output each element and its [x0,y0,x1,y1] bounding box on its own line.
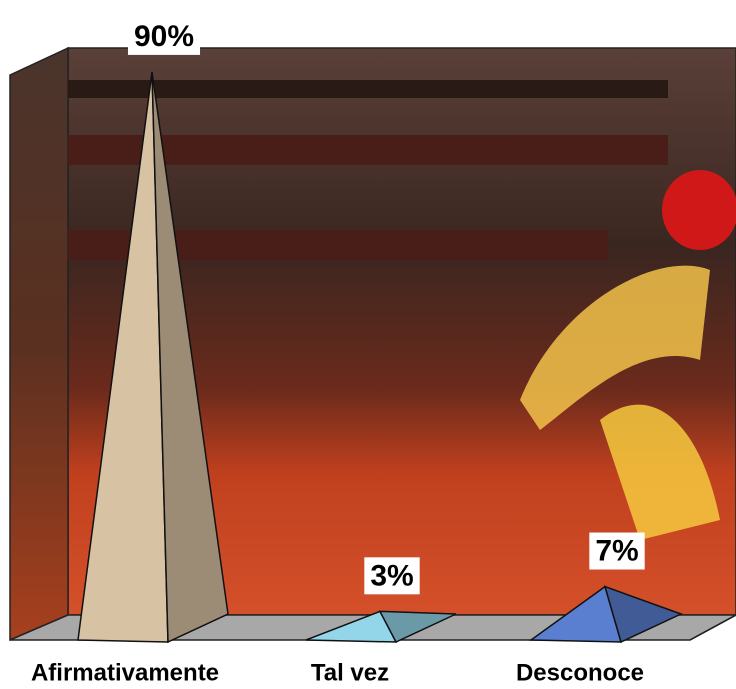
x-tick-label: Desconoce [516,659,644,686]
pyramid [77,71,229,644]
value-label-box [364,557,420,595]
value-label: 90% [134,20,194,53]
pyramid-side [378,610,457,643]
value-label: 7% [595,535,638,568]
pyramid-side [151,71,229,644]
pyramid [528,585,683,644]
x-tick-label: Tal vez [311,659,389,686]
x-tick-label: Afirmativamente [31,659,219,686]
value-label: 3% [370,559,413,592]
background [9,46,736,642]
value-label-box [589,532,645,570]
value-label-box [127,17,201,55]
pyramid-side [603,585,683,644]
pyramid [305,610,457,643]
